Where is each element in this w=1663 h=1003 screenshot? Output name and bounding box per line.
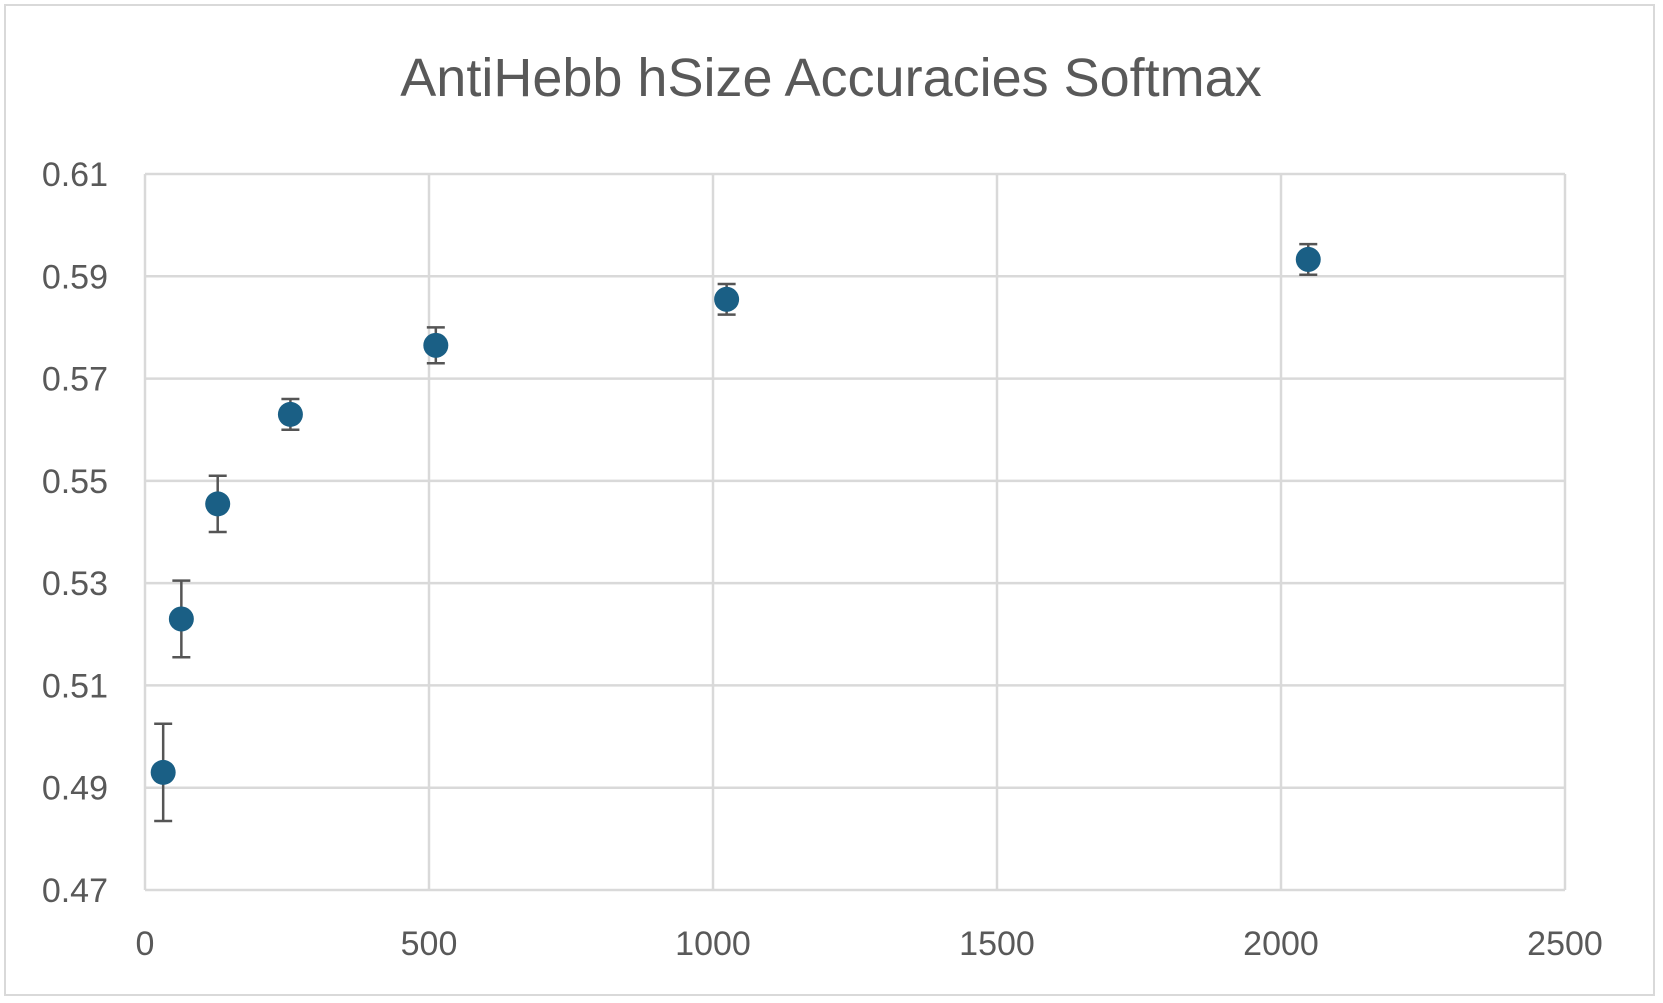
x-axis-ticks: 0 500 1000 1500 2000 2500 bbox=[136, 925, 1603, 963]
error-bars bbox=[154, 242, 1318, 823]
x-tick-label: 1500 bbox=[959, 925, 1035, 963]
x-tick-label: 0 bbox=[136, 925, 155, 963]
data-points bbox=[150, 246, 1321, 785]
data-point bbox=[205, 491, 231, 517]
data-point bbox=[714, 286, 740, 312]
y-tick-label: 0.55 bbox=[42, 463, 108, 501]
data-point bbox=[150, 759, 176, 785]
data-point bbox=[168, 606, 194, 632]
grid bbox=[143, 172, 1567, 892]
y-tick-label: 0.57 bbox=[42, 361, 108, 399]
x-tick-label: 2000 bbox=[1243, 925, 1319, 963]
y-tick-label: 0.59 bbox=[42, 258, 108, 296]
y-tick-label: 0.47 bbox=[42, 872, 108, 910]
y-tick-label: 0.51 bbox=[42, 667, 108, 705]
y-axis-ticks: 0.61 0.59 0.57 0.55 0.53 0.51 0.49 0.47 bbox=[42, 156, 108, 910]
y-tick-label: 0.49 bbox=[42, 770, 108, 808]
chart-frame bbox=[4, 4, 1655, 996]
data-point bbox=[277, 401, 303, 427]
chart-title: AntiHebb hSize Accuracies Softmax bbox=[400, 48, 1261, 108]
x-tick-label: 500 bbox=[401, 925, 458, 963]
x-tick-label: 1000 bbox=[675, 925, 751, 963]
y-tick-label: 0.53 bbox=[42, 565, 108, 603]
data-point bbox=[1295, 246, 1321, 272]
x-tick-label: 2500 bbox=[1527, 925, 1603, 963]
data-point bbox=[423, 332, 449, 358]
y-tick-label: 0.61 bbox=[42, 156, 108, 194]
